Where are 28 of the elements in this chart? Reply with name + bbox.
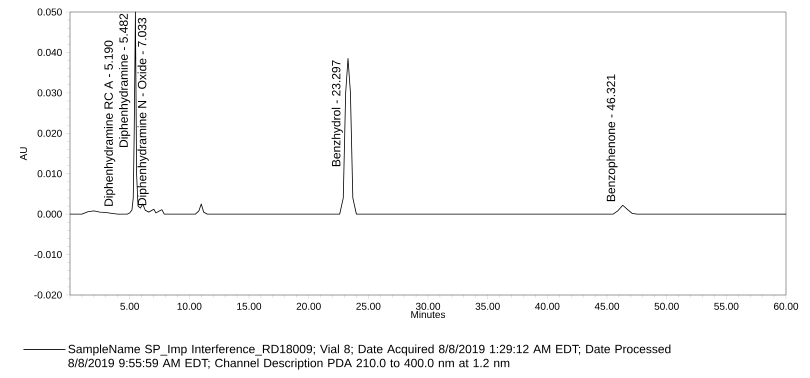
annotation: Diphenhydramine - 5.482: [119, 14, 130, 147]
x-tick-label: 45.00: [594, 302, 620, 310]
x-tick-label: 55.00: [714, 302, 738, 310]
x-tick-label: 35.00: [476, 302, 500, 310]
x-axis-title: Minutes: [411, 310, 446, 318]
y-tick-label: 0.020: [38, 130, 62, 137]
x-tick-label: 40.00: [535, 302, 560, 310]
x-tick-label: 10.00: [178, 302, 202, 310]
y-tick-label: 0.010: [38, 170, 62, 178]
x-tick-label: 15.00: [237, 302, 262, 310]
y-axis-title: AU: [20, 147, 28, 160]
x-tick-label: 60.00: [774, 302, 798, 310]
y-tick-label: 0.050: [38, 8, 62, 16]
y-tick-label: -0.020: [34, 291, 62, 299]
x-tick-label: 50.00: [654, 302, 679, 310]
annotation: Diphenhydramine N - Oxide - 7.033: [138, 18, 149, 206]
y-tick-label: 0.000: [38, 210, 62, 218]
y-tick-label: 0.040: [38, 48, 62, 56]
annotation: Diphenhydramine RC A - 5.190: [104, 40, 116, 206]
x-tick-label: 25.00: [356, 302, 380, 310]
y-tick-label: -0.010: [34, 251, 62, 258]
annotation: Benzhydrol - 23.297: [332, 60, 343, 166]
annotation: Benzophenone - 46.321: [606, 74, 618, 202]
x-tick-label: 30.00: [416, 302, 440, 310]
x-tick-label: 20.00: [296, 302, 321, 310]
y-tick-label: 0.030: [38, 89, 62, 96]
x-tick-label: 5.00: [120, 302, 140, 310]
legend-label: SampleName SP_Imp Interference_RD18009; Vial 8; Date Acquired 8/8/2019 1:29:12 AM EDT; Date Processed 8/8/2019 9:55:59 AM EDT; Channel Description PDA 210.0 to 400.0 nm at 1.2 nm: [68, 344, 670, 370]
